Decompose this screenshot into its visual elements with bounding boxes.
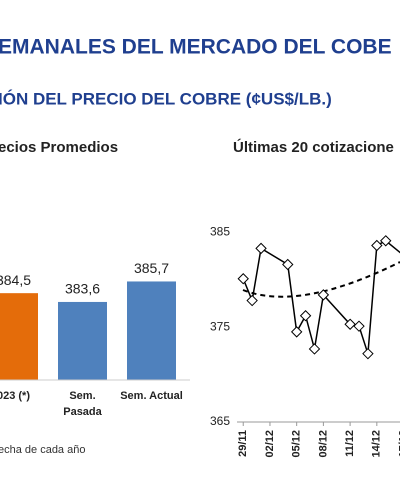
value-label: 385,7 bbox=[134, 260, 169, 276]
y-tick-label: 365 bbox=[210, 414, 230, 428]
x-tick-label: Sem. Actual bbox=[120, 390, 183, 402]
x-tick-label: 02/12 bbox=[264, 430, 276, 458]
point bbox=[282, 258, 294, 271]
bar bbox=[0, 293, 38, 380]
x-tick-label: Sem. Pasada bbox=[63, 390, 102, 418]
point bbox=[237, 273, 249, 285]
x-tick-label: 08/12 bbox=[317, 430, 329, 458]
y-tick-label: 375 bbox=[210, 319, 230, 333]
y-tick-label: 385 bbox=[210, 224, 230, 238]
point bbox=[290, 326, 303, 338]
point bbox=[380, 235, 392, 247]
title: EMANALES DEL MERCADO DEL COBE bbox=[0, 36, 392, 59]
x-tick-label: 11/12 bbox=[344, 430, 356, 457]
bar bbox=[127, 281, 176, 380]
x-tick-label: 14/12 bbox=[371, 430, 383, 458]
x-tick-label: 29/11 bbox=[237, 430, 249, 457]
point bbox=[371, 239, 383, 252]
trend-line bbox=[242, 261, 400, 298]
x-tick-label: 05/12 bbox=[291, 430, 303, 458]
x-tick-label: 023 (*) bbox=[0, 390, 30, 402]
line bbox=[242, 239, 400, 354]
value-label: 383,6 bbox=[65, 281, 100, 297]
x-tick-label: 17/12 bbox=[397, 430, 400, 458]
subtitle: IÓN DEL PRECIO DEL COBRE (¢US$/LB.) bbox=[0, 89, 332, 108]
point bbox=[317, 289, 330, 301]
chart-title: ecios Promedios bbox=[0, 139, 118, 156]
value-label: 384,5 bbox=[0, 272, 31, 288]
point bbox=[308, 343, 321, 355]
point bbox=[255, 242, 267, 255]
point bbox=[362, 347, 374, 360]
chart-title: Últimas 20 cotizacione bbox=[233, 138, 394, 156]
footnote: echa de cada año bbox=[0, 444, 85, 456]
bar bbox=[58, 301, 107, 380]
point bbox=[353, 320, 365, 332]
point bbox=[344, 318, 356, 330]
point bbox=[246, 294, 258, 307]
point bbox=[299, 310, 312, 322]
